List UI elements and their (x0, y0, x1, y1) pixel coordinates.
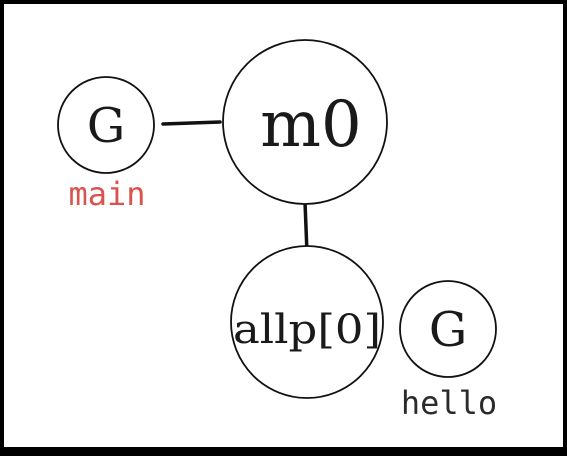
goroutine-circle (399, 280, 497, 378)
goroutine-node-main: G (57, 76, 155, 174)
goroutine-caption-main: main (68, 175, 145, 213)
machine-circle (222, 39, 388, 205)
goroutine-caption-hello: hello (401, 384, 497, 422)
goroutine-label: G (87, 98, 125, 154)
goroutine-circle (57, 76, 155, 174)
machine-label: m0 (260, 88, 361, 162)
processor-node-allp0: allp[0] (230, 245, 384, 399)
processor-circle (230, 245, 384, 399)
processor-label: allp[0] (233, 307, 381, 353)
goroutine-node-hello: G (399, 280, 497, 378)
edge-g-main-to-m0 (161, 120, 222, 126)
edge-m0-to-allp0 (303, 200, 309, 255)
goroutine-label: G (429, 302, 467, 358)
machine-node-m0: m0 (222, 39, 388, 205)
